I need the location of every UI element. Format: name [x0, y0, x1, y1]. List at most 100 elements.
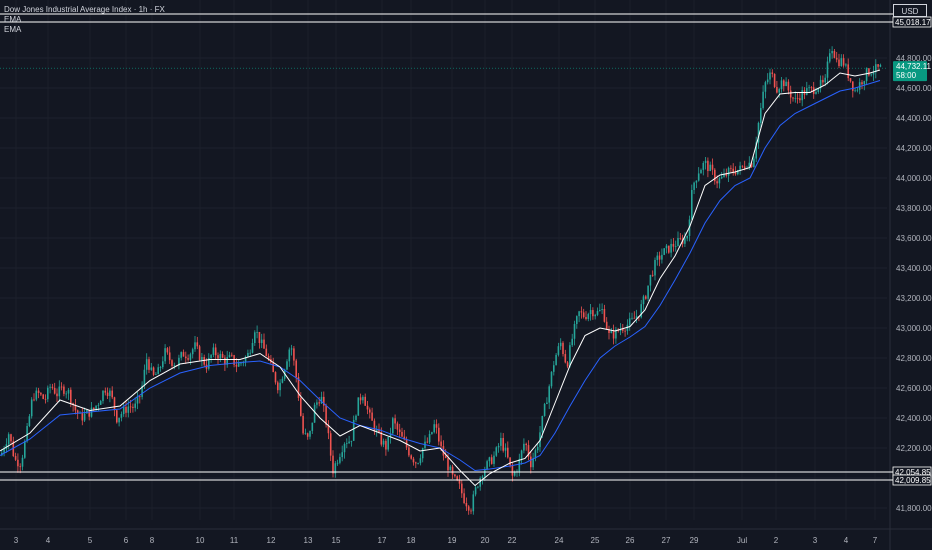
candle-body	[323, 396, 325, 406]
candle-body	[571, 338, 573, 346]
candle-body	[829, 53, 831, 62]
candle-body	[654, 259, 656, 276]
x-tick-label: 4	[844, 536, 849, 545]
candle-body	[854, 90, 856, 92]
candle-body	[553, 365, 555, 372]
candle-body	[256, 331, 258, 333]
candle-body	[562, 342, 564, 355]
candle-body	[290, 348, 293, 350]
candle-body	[626, 324, 629, 331]
candle-body	[251, 342, 254, 353]
candle-body	[631, 317, 633, 319]
candle-body	[835, 57, 838, 60]
candle-body	[651, 274, 654, 276]
candle-body	[244, 356, 247, 363]
candle-body	[624, 330, 626, 332]
candle-body	[757, 122, 760, 143]
candle-body	[113, 397, 116, 411]
candle-body	[847, 64, 849, 79]
candle-body	[421, 448, 424, 459]
candle-body	[191, 349, 194, 355]
currency-button[interactable]: USD	[893, 4, 927, 17]
ema-legend-1[interactable]: EMA	[4, 15, 22, 24]
candle-body	[7, 434, 10, 445]
y-tick-label: 42,400.00	[896, 414, 932, 423]
candle-body	[111, 390, 113, 398]
candle-body	[47, 387, 49, 400]
candle-body	[198, 346, 201, 360]
candle-body	[474, 487, 477, 495]
candle-body	[320, 396, 323, 404]
candle-body	[249, 352, 251, 354]
candle-body	[392, 418, 394, 434]
candle-body	[162, 361, 164, 368]
candle-body	[504, 447, 507, 451]
candle-body	[281, 378, 284, 383]
candle-body	[739, 165, 741, 170]
candle-body	[610, 330, 613, 333]
ema-fast-line	[0, 69, 881, 487]
candle-body	[806, 88, 808, 95]
candle-body	[497, 445, 500, 448]
candle-body	[656, 255, 659, 260]
candle-body	[44, 398, 47, 400]
candle-body	[237, 362, 240, 367]
candle-body	[532, 458, 534, 468]
candle-body	[263, 339, 265, 349]
candle-body	[274, 372, 277, 383]
candle-body	[396, 423, 399, 430]
y-tick-label: 41,800.00	[896, 504, 932, 513]
candle-body	[523, 443, 525, 451]
candle-body	[102, 390, 104, 402]
candle-body	[502, 437, 504, 451]
y-tick-label: 42,800.00	[896, 354, 932, 363]
candle-body	[182, 352, 185, 357]
candle-body	[463, 493, 465, 503]
candle-body	[778, 89, 780, 93]
candle-body	[152, 367, 155, 375]
candle-body	[311, 422, 314, 431]
y-tick-label: 44,200.00	[896, 144, 932, 153]
x-tick-label: Jul	[737, 536, 747, 545]
candle-body	[318, 402, 320, 404]
candle-body	[695, 180, 698, 183]
candle-body	[479, 478, 481, 487]
candle-body	[649, 274, 652, 286]
candle-body	[157, 367, 159, 375]
candle-body	[451, 466, 454, 475]
price-badge-value: 44,732.11	[896, 62, 932, 71]
candle-body	[95, 405, 97, 410]
candle-body	[30, 399, 33, 417]
y-tick-label: 44,400.00	[896, 114, 932, 123]
candle-body	[65, 393, 67, 395]
candle-body	[877, 64, 879, 67]
candle-body	[527, 445, 530, 457]
candle-body	[373, 420, 376, 432]
candle-body	[831, 50, 833, 54]
price-badge	[893, 61, 927, 82]
level-label-box	[892, 474, 932, 486]
x-tick-label: 18	[407, 536, 416, 545]
candle-body	[762, 91, 764, 109]
candle-body	[697, 173, 700, 181]
candle-body	[74, 404, 77, 411]
x-tick-label: 12	[267, 536, 276, 545]
candle-body	[286, 361, 288, 370]
symbol-title[interactable]: Dow Jones Industrial Average Index · 1h …	[4, 5, 165, 14]
candle-body	[700, 169, 702, 174]
candle-body	[564, 354, 567, 363]
ema-legend-2[interactable]: EMA	[4, 25, 22, 34]
candle-body	[171, 360, 173, 366]
candle-body	[217, 355, 219, 359]
candle-body	[723, 173, 725, 177]
candle-body	[716, 181, 718, 184]
x-tick-label: 15	[332, 536, 341, 545]
candle-body	[134, 403, 136, 408]
x-tick-label: 6	[124, 536, 129, 545]
candle-body	[863, 81, 866, 85]
candle-body	[49, 386, 51, 388]
candle-body	[300, 397, 302, 416]
level-label: 42,009.85	[895, 476, 931, 485]
candle-body	[212, 347, 215, 355]
